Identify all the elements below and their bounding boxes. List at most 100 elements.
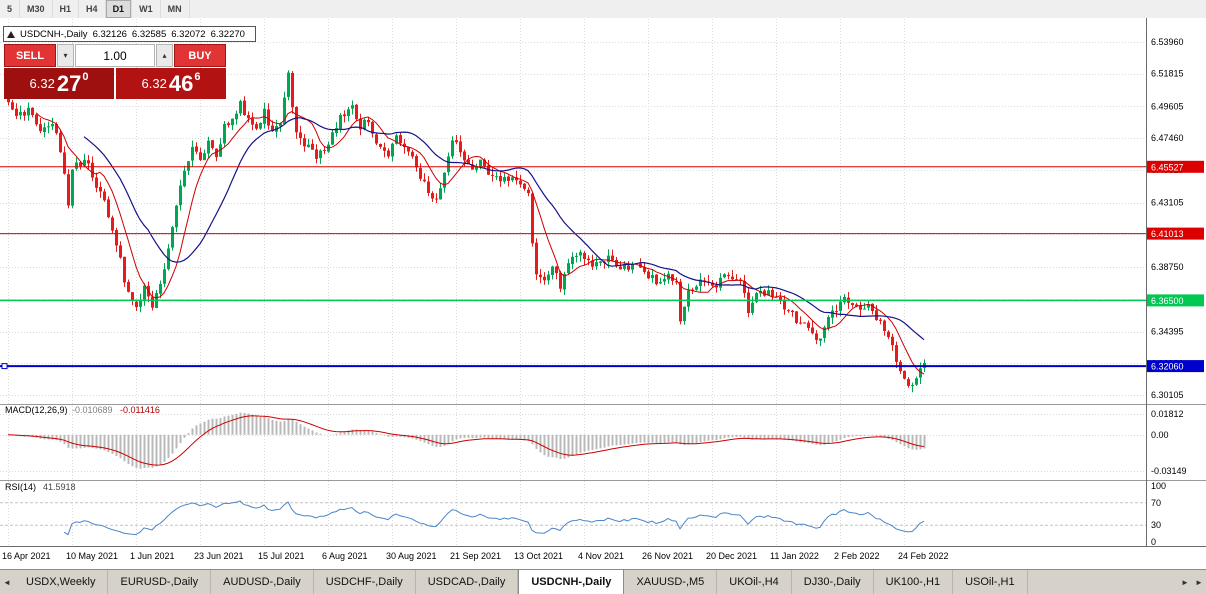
period-toolbar: 5 M30 H1 H4 D1 W1 MN: [0, 0, 1206, 19]
svg-text:6.38750: 6.38750: [1151, 262, 1184, 272]
price-tags: 6.45527 6.41013 6.36500 6.32060: [1147, 160, 1204, 373]
ohlc-high: 6.32585: [131, 28, 167, 40]
tabs-scroll-left-button[interactable]: ◄: [3, 577, 11, 587]
svg-text:6.45527: 6.45527: [1151, 162, 1184, 172]
spin-down-icon: ▾: [63, 51, 68, 60]
svg-text:6.41013: 6.41013: [1151, 229, 1184, 239]
panel-separators: [0, 18, 1206, 547]
svg-text:30: 30: [1151, 520, 1161, 530]
ohlc-low: 6.32072: [171, 28, 206, 40]
svg-text:4 Nov 2021: 4 Nov 2021: [578, 551, 624, 561]
tabs-scroll-right-button-2[interactable]: ►: [1195, 577, 1203, 587]
svg-text:MACD(12,26,9): MACD(12,26,9): [5, 405, 68, 415]
chart-background: [0, 18, 1206, 570]
period-button-h1[interactable]: H1: [53, 0, 80, 18]
tab-audusd-daily[interactable]: AUDUSD-,Daily: [211, 570, 314, 594]
svg-text:6.32060: 6.32060: [1151, 362, 1184, 372]
buy-button[interactable]: BUY: [174, 44, 226, 67]
tab-dj30-daily[interactable]: DJ30-,Daily: [792, 570, 874, 594]
svg-text:6 Aug 2021: 6 Aug 2021: [322, 551, 368, 561]
svg-text:20 Dec 2021: 20 Dec 2021: [706, 551, 757, 561]
tab-uk100-h1[interactable]: UK100-,H1: [874, 570, 954, 594]
ohlc-open: 6.32126: [92, 28, 127, 40]
svg-text:70: 70: [1151, 498, 1161, 508]
svg-text:6.30105: 6.30105: [1151, 390, 1184, 400]
bid-price-prefix: 6.32: [29, 76, 55, 91]
svg-text:-0.011416: -0.011416: [120, 405, 160, 415]
svg-text:0.01812: 0.01812: [1151, 409, 1184, 419]
svg-text:24 Feb 2022: 24 Feb 2022: [898, 551, 949, 561]
rsi-line: [63, 500, 925, 536]
indicator-headers: MACD(12,26,9) -0.010689 -0.011416 RSI(14) 41…: [5, 405, 160, 492]
svg-text:6.49605: 6.49605: [1151, 101, 1184, 111]
line-drag-handle[interactable]: [1, 363, 8, 370]
svg-text:0: 0: [1151, 537, 1156, 547]
tab-ukoil-h4[interactable]: UKOil-,H4: [717, 570, 792, 594]
moving-averages: [35, 110, 925, 375]
svg-text:6.51815: 6.51815: [1151, 69, 1184, 79]
svg-text:23 Jun 2021: 23 Jun 2021: [194, 551, 244, 561]
svg-text:11 Jan 2022: 11 Jan 2022: [770, 551, 819, 561]
period-button-h4[interactable]: H4: [79, 0, 106, 18]
ask-price[interactable]: 6.32 46 6: [116, 68, 226, 99]
svg-text:30 Aug 2021: 30 Aug 2021: [386, 551, 437, 561]
macd-signal-line: [7, 415, 925, 466]
svg-text:-0.03149: -0.03149: [1151, 466, 1187, 476]
horizontal-lines[interactable]: [0, 166, 1146, 370]
chart-canvas[interactable]: 6.539606.518156.496056.474606.453156.431…: [0, 18, 1206, 570]
bid-price[interactable]: 6.32 27 0: [4, 68, 114, 99]
volume-increase-button[interactable]: ▴: [156, 44, 173, 67]
svg-text:6.36500: 6.36500: [1151, 296, 1184, 306]
volume-decrease-button[interactable]: ▾: [57, 44, 74, 67]
bid-price-point: 0: [82, 70, 89, 83]
svg-text:41.5918: 41.5918: [43, 482, 76, 492]
svg-text:13 Oct 2021: 13 Oct 2021: [514, 551, 563, 561]
volume-input[interactable]: [75, 44, 155, 67]
chart-ohlc-header: USDCNH-,Daily 6.32126 6.32585 6.32072 6.…: [3, 26, 256, 42]
ohlc-close: 6.32270: [210, 28, 245, 40]
tabs-scroll-right-button[interactable]: ►: [1181, 577, 1189, 587]
svg-text:16 Apr 2021: 16 Apr 2021: [2, 551, 51, 561]
svg-text:10 May 2021: 10 May 2021: [66, 551, 118, 561]
macd-histogram: [11, 412, 926, 469]
one-click-trading-panel: SELL ▾ ▴ BUY 6.32 27 0 6.32 46 6: [4, 44, 226, 99]
svg-text:26 Nov 2021: 26 Nov 2021: [642, 551, 693, 561]
svg-text:100: 100: [1151, 481, 1166, 491]
svg-text:6.34395: 6.34395: [1151, 327, 1184, 337]
spin-up-icon: ▴: [162, 51, 167, 60]
tab-eurusd-daily[interactable]: EURUSD-,Daily: [108, 570, 212, 594]
chart-window-icon: [7, 30, 15, 38]
svg-text:15 Jul 2021: 15 Jul 2021: [258, 551, 305, 561]
svg-text:1 Jun 2021: 1 Jun 2021: [130, 551, 175, 561]
candles: [7, 70, 926, 393]
tab-usdchf-daily[interactable]: USDCHF-,Daily: [314, 570, 416, 594]
tab-usdcnh-daily[interactable]: USDCNH-,Daily: [518, 570, 625, 594]
svg-text:0.00: 0.00: [1151, 430, 1169, 440]
svg-text:-0.010689: -0.010689: [72, 405, 113, 415]
ask-price-point: 6: [194, 70, 201, 83]
ask-price-pips: 46: [168, 70, 194, 96]
date-axis: 16 Apr 2021 10 May 2021 1 Jun 2021 23 Jun 2…: [2, 551, 949, 561]
svg-text:6.53960: 6.53960: [1151, 37, 1184, 47]
svg-text:2 Feb 2022: 2 Feb 2022: [834, 551, 880, 561]
chart-symbol-label: USDCNH-,Daily: [20, 28, 88, 40]
bid-price-pips: 27: [56, 70, 82, 96]
sell-button[interactable]: SELL: [4, 44, 56, 67]
tab-usdcad-daily[interactable]: USDCAD-,Daily: [416, 570, 519, 594]
tab-usoil-h1[interactable]: USOil-,H1: [953, 570, 1028, 594]
tab-xauusd-m5[interactable]: XAUUSD-,M5: [624, 570, 718, 594]
period-button-5[interactable]: 5: [0, 0, 21, 18]
svg-text:6.43105: 6.43105: [1151, 198, 1184, 208]
period-button-m30[interactable]: M30: [20, 0, 53, 18]
tab-usdx-weekly[interactable]: USDX,Weekly: [14, 570, 109, 594]
period-button-d1[interactable]: D1: [105, 0, 133, 18]
chart-tabs-bar: ◄ USDX,Weekly EURUSD-,Daily AUDUSD-,Daily U…: [0, 569, 1206, 594]
svg-text:6.47460: 6.47460: [1151, 133, 1184, 143]
ask-price-prefix: 6.32: [141, 76, 167, 91]
chart-tabs: USDX,Weekly EURUSD-,Daily AUDUSD-,Daily USD…: [14, 570, 1178, 594]
period-button-mn[interactable]: MN: [161, 0, 190, 18]
period-button-w1[interactable]: W1: [132, 0, 161, 18]
svg-text:21 Sep 2021: 21 Sep 2021: [450, 551, 501, 561]
svg-text:RSI(14): RSI(14): [5, 482, 36, 492]
